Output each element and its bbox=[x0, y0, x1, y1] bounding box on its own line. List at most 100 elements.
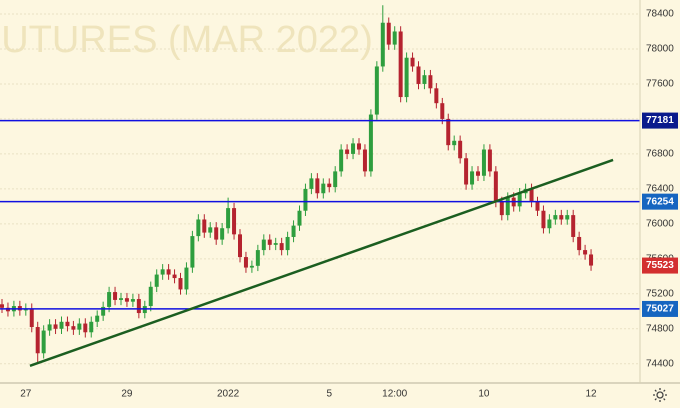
y-tick-label: 78000 bbox=[646, 44, 674, 55]
candle-body bbox=[345, 149, 350, 154]
x-tick-label: 12 bbox=[585, 389, 597, 400]
last-price-label: 75523 bbox=[646, 260, 674, 271]
candle-body bbox=[422, 75, 427, 84]
candle-body bbox=[493, 171, 498, 202]
candle-body bbox=[101, 306, 106, 316]
candle-body bbox=[517, 193, 522, 207]
candle-body bbox=[35, 327, 40, 354]
candle-body bbox=[47, 324, 52, 331]
candle-body bbox=[505, 197, 510, 216]
candle-body bbox=[119, 298, 123, 300]
candle-body bbox=[297, 210, 302, 226]
candle-body bbox=[83, 323, 88, 333]
candle-body bbox=[464, 158, 469, 185]
candle-body bbox=[589, 254, 594, 266]
candle-body bbox=[243, 257, 248, 268]
x-tick-label: 5 bbox=[326, 389, 332, 400]
candle-body bbox=[362, 149, 367, 172]
candle-body bbox=[404, 57, 409, 98]
candle-body bbox=[95, 315, 100, 322]
candle-body bbox=[267, 239, 272, 245]
candle-body bbox=[398, 31, 403, 98]
x-tick-label: 2022 bbox=[217, 389, 240, 400]
candle-body bbox=[541, 210, 546, 229]
price-label-bg bbox=[642, 112, 678, 129]
candle-body bbox=[190, 236, 195, 268]
candle-body bbox=[285, 236, 290, 251]
candle-body bbox=[113, 292, 118, 300]
candle-body bbox=[452, 140, 457, 146]
x-tick-label: 12:00 bbox=[382, 389, 407, 400]
candle-body bbox=[309, 178, 314, 189]
y-tick-label: 75200 bbox=[646, 288, 674, 299]
y-tick-label: 77600 bbox=[646, 79, 674, 90]
price-label-bg bbox=[642, 300, 678, 317]
candle-body bbox=[172, 274, 177, 279]
candle-body bbox=[303, 188, 308, 211]
candle-body bbox=[77, 323, 82, 330]
candle-body bbox=[291, 225, 296, 237]
candle-body bbox=[547, 219, 552, 229]
candle-body bbox=[160, 269, 165, 275]
watermark: FUTURES (MAR 2022) bbox=[0, 19, 373, 61]
candle-body bbox=[124, 298, 129, 302]
price-label: 75027 bbox=[646, 304, 674, 315]
candle-body bbox=[553, 215, 558, 220]
candle-body bbox=[315, 178, 320, 194]
candle-body bbox=[392, 31, 397, 45]
price-label-bg bbox=[642, 193, 678, 210]
y-tick-label: 76400 bbox=[646, 184, 674, 195]
candle-body bbox=[65, 321, 70, 327]
candle-body bbox=[208, 227, 213, 233]
y-tick-label: 74800 bbox=[646, 323, 674, 334]
candle-body bbox=[571, 215, 576, 237]
candle-body bbox=[416, 66, 421, 84]
settings-icon[interactable] bbox=[653, 388, 667, 402]
y-tick-label: 78400 bbox=[646, 9, 674, 20]
candle-body bbox=[458, 140, 463, 159]
candle-body bbox=[374, 66, 379, 115]
candle-body bbox=[279, 243, 284, 251]
y-tick-label: 74400 bbox=[646, 358, 674, 369]
candle-body bbox=[273, 243, 278, 245]
candle-body bbox=[154, 274, 159, 287]
candle-body bbox=[368, 114, 373, 172]
last-price-bg bbox=[642, 257, 678, 274]
candle-body bbox=[476, 171, 480, 176]
candle-body bbox=[202, 219, 207, 233]
candle-body bbox=[380, 22, 385, 67]
candle-body bbox=[220, 228, 225, 240]
candle-body bbox=[351, 143, 356, 154]
candle-body bbox=[261, 239, 266, 251]
x-tick-label: 10 bbox=[478, 389, 490, 400]
candle-body bbox=[410, 57, 415, 67]
x-tick-label: 29 bbox=[121, 389, 133, 400]
candle-body bbox=[357, 143, 361, 150]
candle-body bbox=[53, 324, 58, 329]
candle-body bbox=[440, 103, 445, 119]
candle-body bbox=[434, 88, 439, 104]
y-tick-label: 76000 bbox=[646, 218, 674, 229]
y-tick-label: 76800 bbox=[646, 149, 674, 160]
candle-body bbox=[238, 234, 242, 258]
candle-body bbox=[577, 236, 582, 251]
price-label: 77181 bbox=[646, 115, 674, 126]
price-label: 76254 bbox=[646, 196, 674, 207]
candle-body bbox=[321, 183, 326, 194]
candle-body bbox=[255, 250, 260, 266]
candle-body bbox=[136, 299, 141, 314]
candle-body bbox=[249, 265, 254, 268]
candle-body bbox=[446, 118, 451, 146]
candle-body bbox=[0, 304, 4, 308]
candle-body bbox=[559, 215, 564, 220]
candle-body bbox=[214, 227, 219, 240]
candle-body bbox=[529, 188, 534, 202]
candle-body bbox=[535, 201, 540, 211]
candle-body bbox=[232, 208, 237, 235]
candle-body bbox=[184, 267, 189, 290]
trendline bbox=[29, 158, 614, 367]
candle-body bbox=[339, 149, 344, 172]
candle-body bbox=[89, 321, 94, 333]
candle-body bbox=[166, 269, 171, 275]
x-tick-label: 27 bbox=[20, 389, 32, 400]
